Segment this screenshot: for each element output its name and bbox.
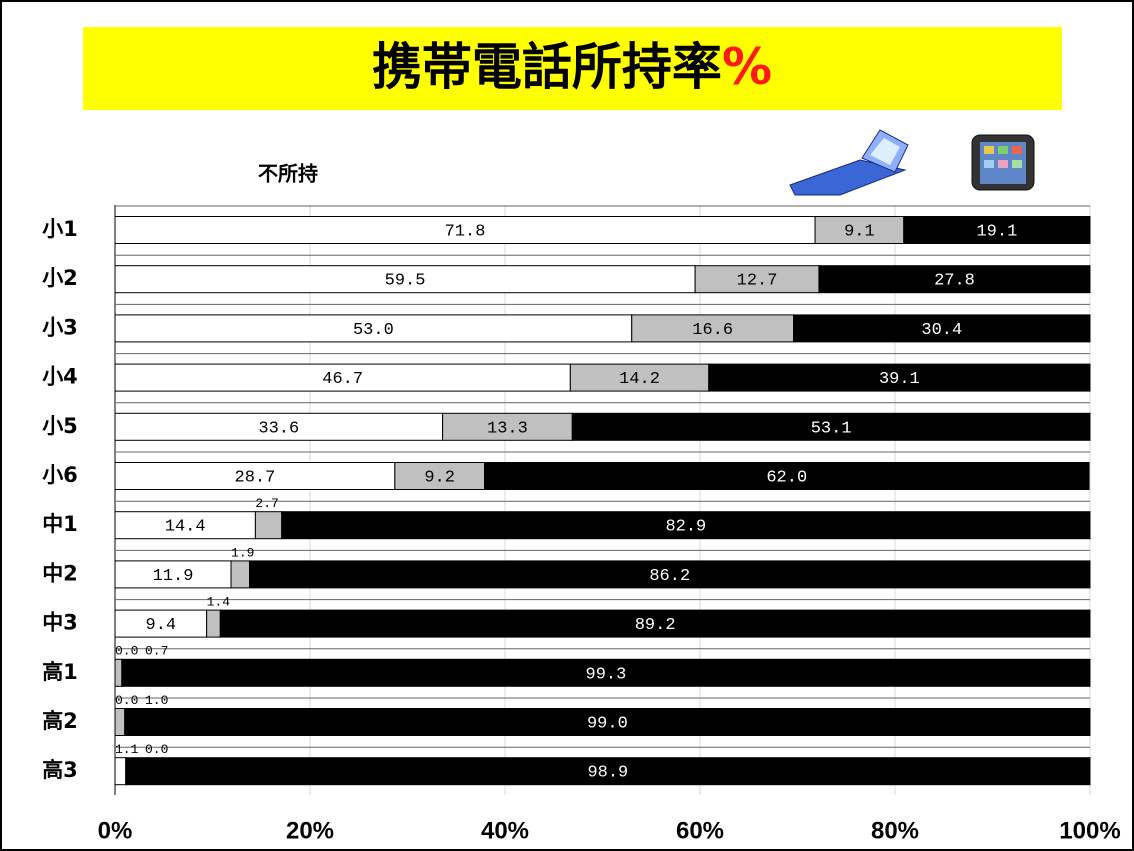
bar-segment xyxy=(114,412,444,441)
bar-segment xyxy=(571,412,1091,441)
x-tick-label: 80% xyxy=(871,817,919,844)
data-label: 98.9 xyxy=(587,764,628,783)
data-label: 86.2 xyxy=(649,567,690,586)
data-label: 62.0 xyxy=(766,468,807,487)
data-label: 1.4 xyxy=(207,595,231,610)
y-tick-label: 小2 xyxy=(42,266,78,290)
data-label: 33.6 xyxy=(258,419,299,438)
bar-segment xyxy=(281,511,1091,540)
bar-segment xyxy=(114,216,816,244)
data-label: 82.9 xyxy=(665,518,706,537)
title-banner xyxy=(83,27,1062,110)
bar-segment xyxy=(114,708,126,736)
bar-segment xyxy=(114,462,396,490)
data-label: 46.7 xyxy=(322,370,363,389)
data-label: 16.6 xyxy=(692,321,733,340)
bar-segment xyxy=(903,216,1091,244)
bar-segment xyxy=(814,216,905,244)
data-label: 9.4 xyxy=(146,616,177,635)
y-tick-label: 高1 xyxy=(42,660,78,684)
data-label: 28.7 xyxy=(235,468,276,487)
y-tick-label: 中3 xyxy=(42,611,78,635)
bar-segment xyxy=(230,560,251,589)
y-tick-label: 中1 xyxy=(42,512,78,536)
data-label: 2.7 xyxy=(255,496,278,511)
bar-segment xyxy=(206,609,221,638)
bar-segment xyxy=(114,560,232,589)
bar-segment xyxy=(484,462,1090,490)
y-tick-label: 高2 xyxy=(42,709,78,733)
data-label: 14.2 xyxy=(619,370,660,389)
x-tick-label: 0% xyxy=(98,817,133,844)
smartphone-icon xyxy=(971,134,1035,191)
y-tick-label: 小4 xyxy=(42,365,78,389)
x-tick-label: 20% xyxy=(286,817,334,844)
bar-segment xyxy=(254,511,283,540)
data-label: 0.0 xyxy=(115,693,138,708)
data-label: 53.1 xyxy=(811,419,852,438)
bar-segment xyxy=(114,658,123,687)
data-label: 0.7 xyxy=(145,644,168,659)
bar-segment xyxy=(114,314,633,343)
bar-segment xyxy=(114,511,256,540)
data-label: 1.1 xyxy=(115,742,139,757)
y-tick-label: 高3 xyxy=(42,758,78,782)
data-label: 53.0 xyxy=(353,321,394,340)
data-label: 39.1 xyxy=(879,370,920,389)
bar-segment xyxy=(114,363,571,392)
data-label: 59.5 xyxy=(385,272,426,291)
x-tick-label: 40% xyxy=(481,817,529,844)
y-tick-label: 小5 xyxy=(42,414,78,438)
data-label: 27.8 xyxy=(934,272,975,291)
bar-segment xyxy=(793,314,1091,343)
bar-segment xyxy=(569,363,710,392)
bar-segment xyxy=(114,609,208,638)
bar-segment xyxy=(818,265,1091,294)
flip-phone-icon xyxy=(789,129,909,196)
data-label: 11.9 xyxy=(153,567,194,586)
data-label: 89.2 xyxy=(635,616,676,635)
data-label: 1.0 xyxy=(145,693,168,708)
data-label: 99.0 xyxy=(587,714,628,733)
bar-segment xyxy=(694,265,820,294)
data-label: 19.1 xyxy=(976,222,1017,241)
y-tick-label: 小3 xyxy=(42,315,78,339)
bar-segment xyxy=(114,757,127,786)
data-label: 9.2 xyxy=(424,468,455,487)
x-tick-label: 100% xyxy=(1059,817,1120,844)
data-label: 99.3 xyxy=(586,665,627,684)
data-label: 1.9 xyxy=(231,545,254,560)
data-label: 30.4 xyxy=(921,321,962,340)
data-label: 0.0 xyxy=(145,742,168,757)
x-tick-label: 60% xyxy=(676,817,724,844)
y-tick-label: 小6 xyxy=(42,463,78,487)
data-label: 12.7 xyxy=(737,272,778,291)
y-tick-label: 小1 xyxy=(42,217,78,241)
bar-segment xyxy=(219,609,1091,638)
bar-segment xyxy=(708,363,1091,392)
data-label: 0.0 xyxy=(115,644,138,659)
bar-segment xyxy=(442,412,573,441)
bar-segment xyxy=(124,708,1091,736)
y-tick-label: 中2 xyxy=(42,561,78,585)
legend-label: 不所持 xyxy=(258,162,318,186)
bar-segment xyxy=(121,658,1091,687)
bar-segment xyxy=(394,462,486,490)
data-label: 14.4 xyxy=(165,518,206,537)
data-label: 9.1 xyxy=(844,222,875,241)
bar-segment xyxy=(125,757,1091,786)
data-label: 13.3 xyxy=(487,419,528,438)
chart-title: 携帯電話所持率% xyxy=(372,38,772,96)
data-label: 71.8 xyxy=(445,222,486,241)
bar-segment xyxy=(249,560,1091,589)
